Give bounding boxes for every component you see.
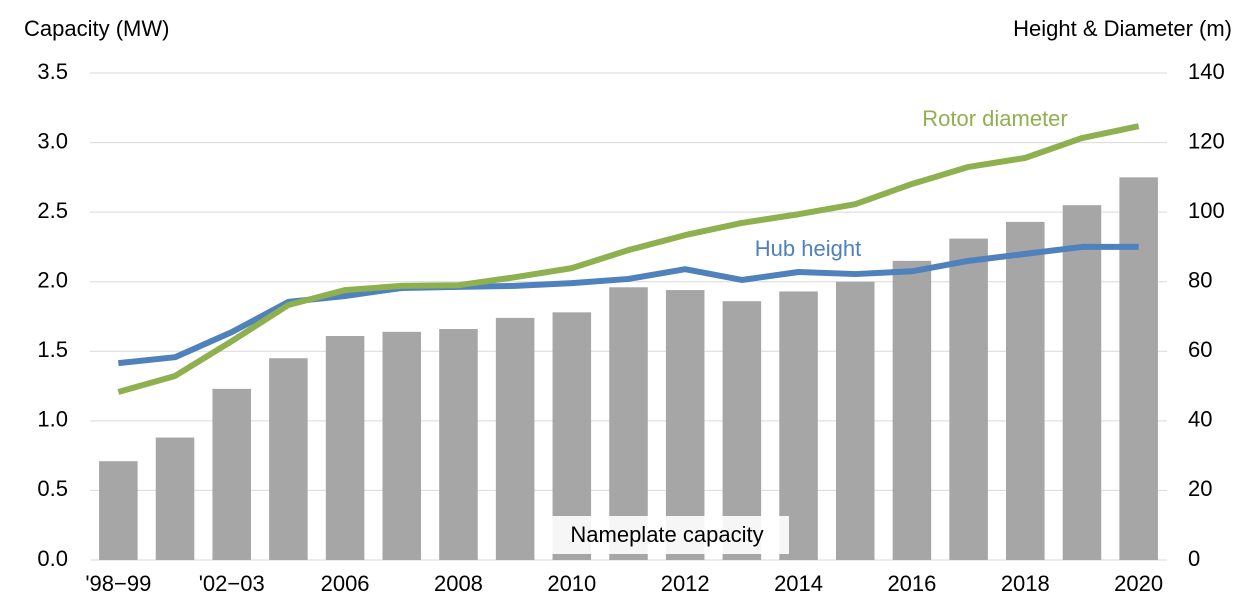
bar	[269, 358, 308, 560]
y2-axis-title: Height & Diameter (m)	[1013, 16, 1232, 41]
bar	[835, 281, 875, 560]
bar	[665, 290, 705, 560]
x-tick-label: '98−99	[85, 571, 151, 596]
line	[117, 123, 1140, 395]
y2-tick-label: 100	[1188, 198, 1225, 223]
series-label: Hub height	[755, 236, 861, 261]
y2-tick-label: 80	[1188, 268, 1212, 293]
y2-tick-label: 60	[1188, 337, 1212, 362]
bar	[1062, 205, 1102, 560]
bar	[382, 331, 422, 560]
x-tick-label: 2016	[887, 571, 936, 596]
x-tick-label: '02−03	[199, 571, 265, 596]
bar	[99, 461, 138, 560]
bar	[1119, 177, 1158, 560]
x-tick-label: 2012	[661, 571, 710, 596]
y2-tick-label: 40	[1188, 407, 1212, 432]
y-tick-label: 2.0	[37, 268, 68, 293]
y-tick-label: 3.5	[37, 59, 68, 84]
bar	[439, 329, 478, 560]
series-label: Rotor diameter	[922, 106, 1068, 131]
bar	[495, 317, 535, 560]
bar	[155, 437, 195, 560]
bar	[892, 260, 932, 560]
x-tick-label: 2018	[1001, 571, 1050, 596]
y2-tick-label: 0	[1188, 546, 1200, 571]
y-tick-label: 0.5	[37, 476, 68, 501]
bar	[779, 291, 818, 560]
y-tick-label: 1.0	[37, 407, 68, 432]
y2-tick-label: 120	[1188, 128, 1225, 153]
y-tick-label: 2.5	[37, 198, 68, 223]
y2-tick-label: 20	[1188, 476, 1212, 501]
label-box	[545, 516, 789, 554]
bar	[325, 335, 365, 560]
x-tick-label: 2008	[434, 571, 483, 596]
bar	[949, 238, 988, 560]
y-tick-label: 3.0	[37, 128, 68, 153]
line	[118, 243, 1139, 367]
bar	[1006, 221, 1045, 560]
series-label: Nameplate capacity	[570, 522, 763, 547]
y2-tick-label: 140	[1188, 59, 1225, 84]
x-tick-label: 2014	[774, 571, 823, 596]
bar	[609, 287, 648, 560]
y-tick-label: 0.0	[37, 546, 68, 571]
y-axis-title: Capacity (MW)	[24, 16, 169, 41]
y-tick-label: 1.5	[37, 337, 68, 362]
x-tick-label: 2020	[1114, 571, 1163, 596]
x-tick-label: 2006	[321, 571, 370, 596]
bar	[212, 388, 251, 560]
x-tick-label: 2010	[547, 571, 596, 596]
